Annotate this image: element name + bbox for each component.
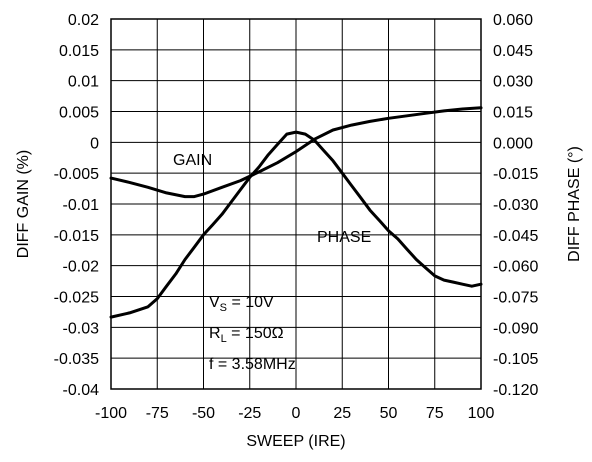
- series-line-gain: [109, 106, 483, 199]
- y-left-tick-label: -0.04: [63, 382, 100, 399]
- y-right-tick-label: 0.000: [493, 135, 533, 152]
- x-tick-label: -50: [192, 405, 215, 422]
- y-right-tick-label: -0.075: [493, 290, 538, 307]
- y-right-tick-label: -0.120: [493, 382, 538, 399]
- tick-labels: -100 -75 -50 -25 0 25 50 75 100 0.02 0.060 0.015 0.0…: [54, 12, 539, 422]
- y-left-tick-label: -0.02: [63, 259, 100, 276]
- y-right-tick-label: -0.030: [493, 197, 538, 214]
- y-right-tick-label: 0.045: [493, 43, 533, 60]
- rl-rest: = 150Ω: [227, 325, 284, 342]
- y-left-tick-label: -0.005: [54, 166, 99, 183]
- y-left-tick-label: 0.015: [59, 43, 99, 60]
- x-tick-label: -25: [238, 405, 261, 422]
- x-tick-label: 50: [380, 405, 398, 422]
- y-axis-right-title: DIFF PHASE (°): [566, 146, 583, 262]
- y-right-tick-label: 0.060: [493, 12, 533, 29]
- series-line-phase: [109, 130, 483, 319]
- y-right-tick-label: -0.060: [493, 259, 538, 276]
- phase-series-label: PHASE: [317, 229, 371, 246]
- x-tick-label: 75: [426, 405, 444, 422]
- rl-main: R: [209, 325, 221, 342]
- grid: [111, 19, 481, 389]
- y-left-tick-label: 0.01: [68, 74, 99, 91]
- y-right-tick-label: -0.105: [493, 351, 538, 368]
- y-right-tick-label: -0.015: [493, 166, 538, 183]
- gain-series-label: GAIN: [173, 152, 212, 169]
- vs-rest: = 10V: [227, 294, 274, 311]
- y-left-tick-label: 0.02: [68, 12, 99, 29]
- y-left-tick-label: -0.035: [54, 351, 99, 368]
- y-left-tick-label: -0.015: [54, 228, 99, 245]
- y-left-tick-label: 0.005: [59, 105, 99, 122]
- plot-frame: [110, 18, 482, 390]
- y-right-tick-label: 0.030: [493, 74, 533, 91]
- x-tick-label: 0: [292, 405, 301, 422]
- rl-sub: L: [221, 333, 227, 345]
- series-group: [109, 106, 483, 319]
- y-axis-left-title: DIFF GAIN (%): [15, 150, 32, 258]
- vs-main: V: [209, 294, 220, 311]
- y-left-tick-label: -0.025: [54, 290, 99, 307]
- y-right-tick-label: -0.045: [493, 228, 538, 245]
- y-right-tick-label: -0.090: [493, 320, 538, 337]
- x-tick-label: 25: [333, 405, 351, 422]
- x-tick-label: -75: [146, 405, 169, 422]
- x-tick-label: -100: [95, 405, 127, 422]
- load-resistance-annotation: RL = 150Ω: [209, 325, 284, 345]
- y-left-tick-label: -0.01: [63, 197, 100, 214]
- x-axis-title: SWEEP (IRE): [246, 433, 345, 450]
- supply-voltage-annotation: VS = 10V: [209, 294, 274, 314]
- y-left-tick-label: 0: [90, 135, 99, 152]
- x-tick-label: 100: [468, 405, 495, 422]
- y-right-tick-label: 0.015: [493, 105, 533, 122]
- vs-sub: S: [220, 302, 227, 314]
- y-left-tick-label: -0.03: [63, 320, 100, 337]
- frequency-annotation: f = 3.58MHz: [209, 356, 296, 373]
